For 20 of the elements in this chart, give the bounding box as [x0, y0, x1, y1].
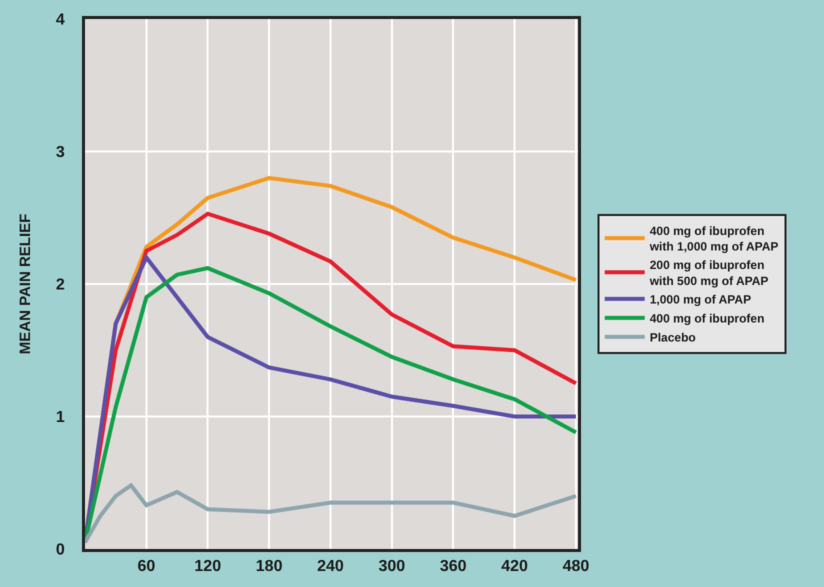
x-tick-label: 240	[317, 558, 344, 576]
x-tick-label: 420	[501, 558, 528, 576]
legend-label: 200 mg of ibuprofen with 500 mg of APAP	[648, 258, 768, 288]
y-tick-label: 0	[56, 542, 65, 559]
y-tick-label: 1	[56, 409, 65, 426]
y-tick-label: 2	[56, 276, 65, 294]
x-tick-label: 480	[562, 558, 590, 576]
legend-label: 1,000 mg of APAP	[650, 292, 752, 307]
legend-label: 400 mg of ibuprofen with 1,000 mg of APAP	[648, 224, 778, 254]
x-tick-label: 360	[440, 558, 467, 576]
y-tick-label: 4	[56, 12, 65, 29]
line-series	[85, 483, 578, 544]
x-tick-label: 60	[137, 558, 156, 576]
legend-label: Placebo	[650, 330, 696, 345]
y-axis-title: MEAN PAIN RELIEF	[17, 214, 34, 354]
x-tick-label: 120	[194, 558, 222, 576]
legend-label: 400 mg of ibuprofen	[650, 312, 764, 326]
x-tick-label: 180	[256, 558, 283, 576]
y-tick-label: 3	[56, 144, 65, 162]
x-tick-label: 300	[378, 558, 406, 576]
